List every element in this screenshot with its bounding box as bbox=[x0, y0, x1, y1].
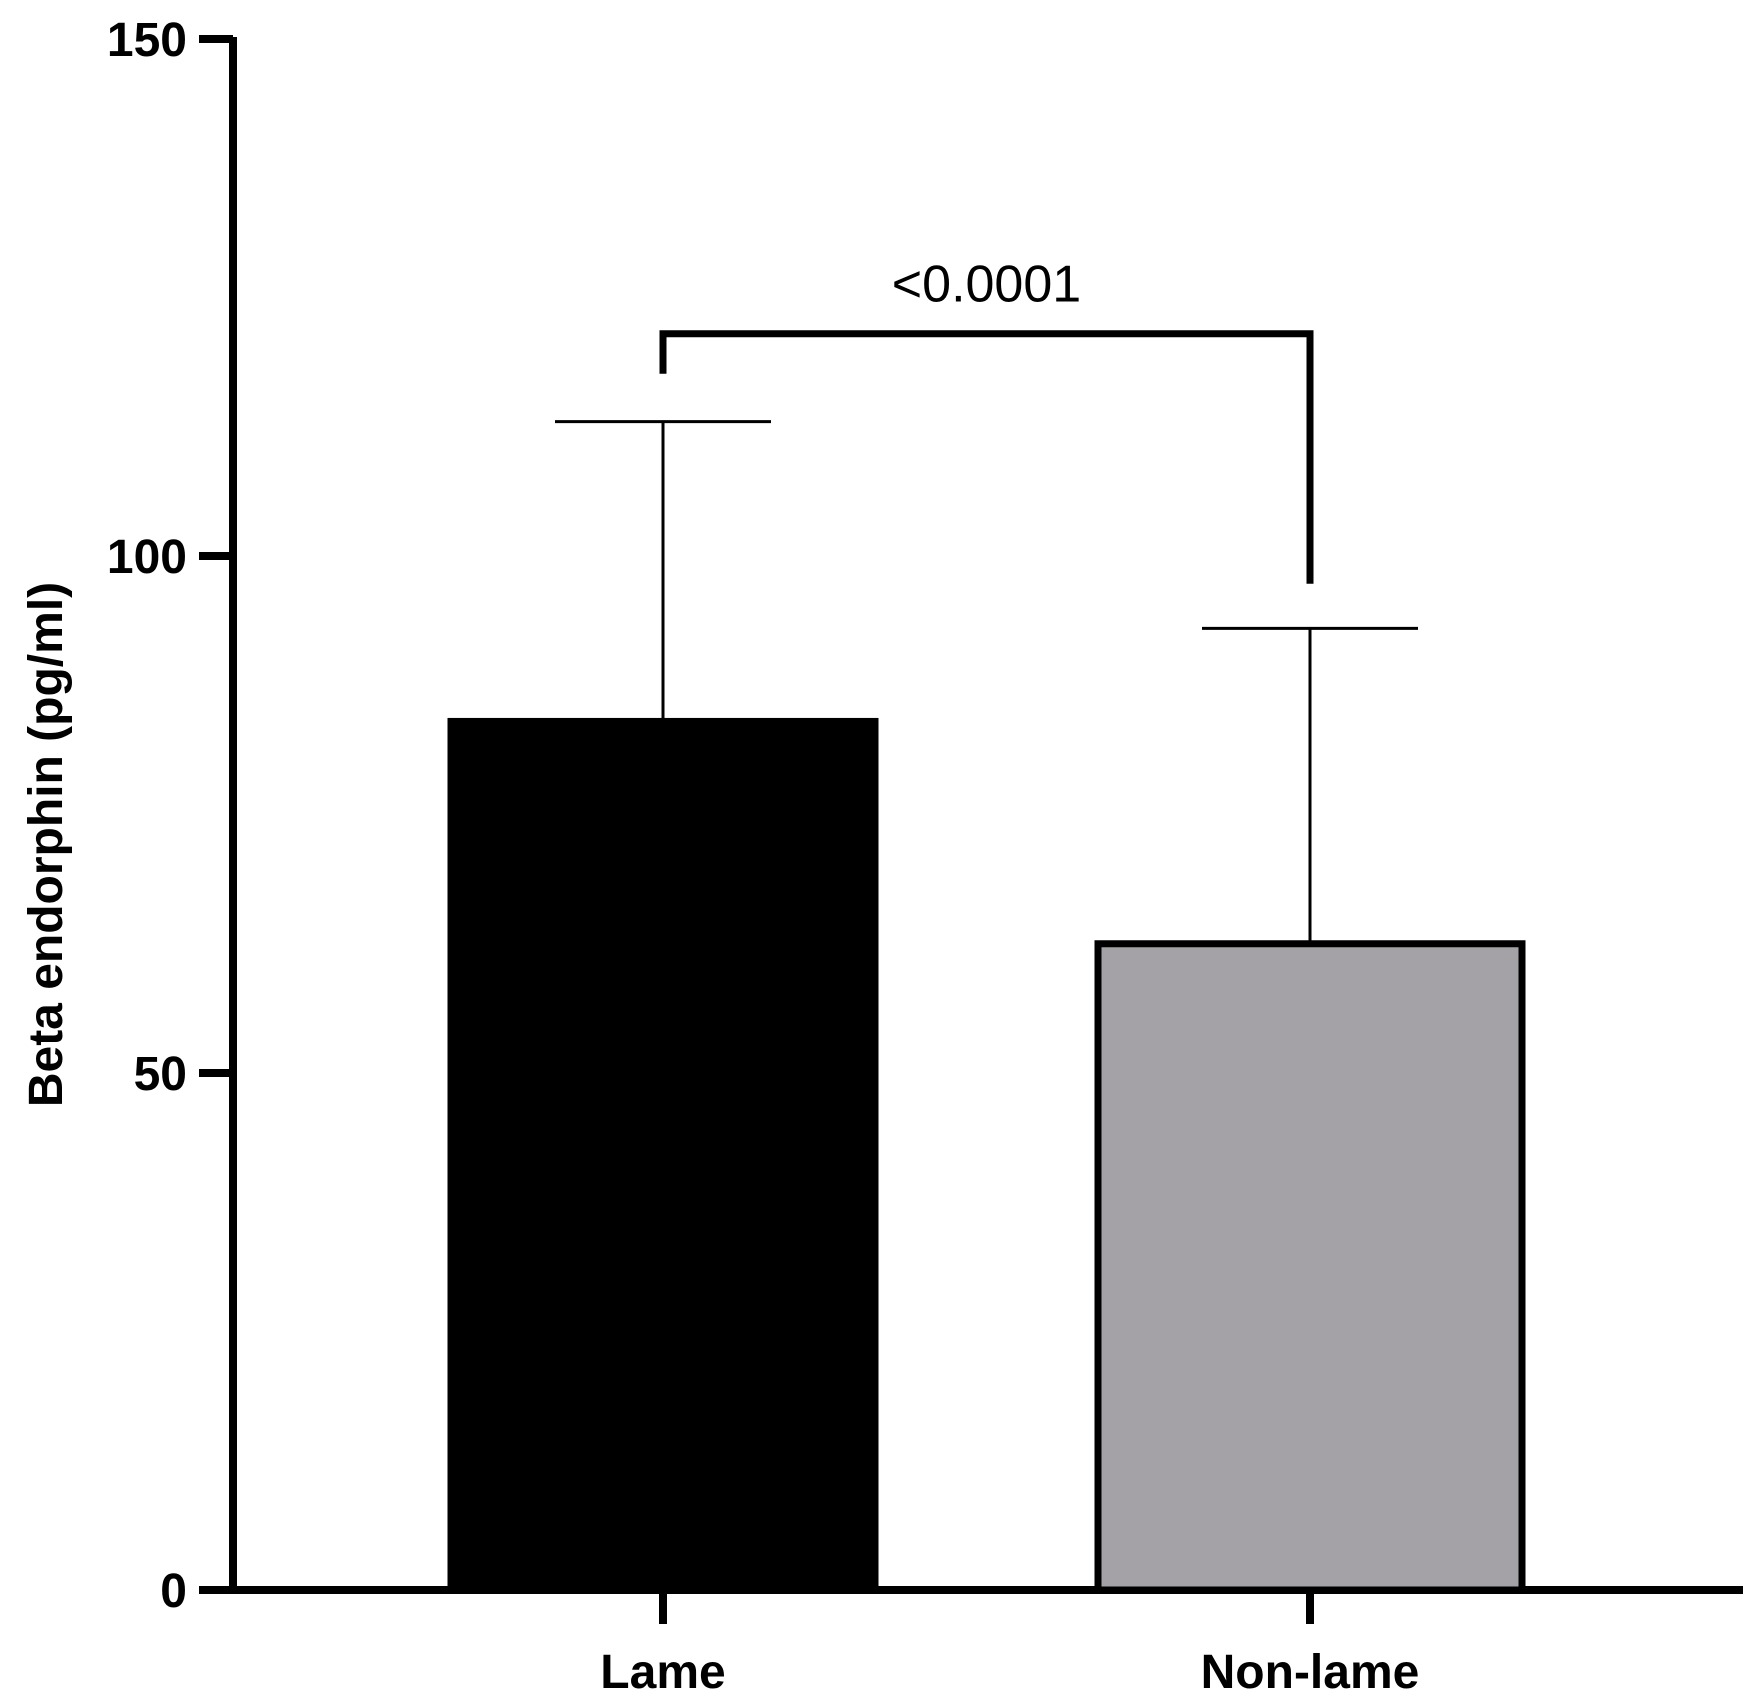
labels-layer: Beta endorphin (pg/ml) <0.0001 0 50 100 150… bbox=[20, 14, 1419, 1699]
error-bars-layer bbox=[555, 420, 1418, 944]
y-tick-label: 100 bbox=[107, 531, 187, 584]
y-tick-label: 150 bbox=[107, 14, 187, 67]
significance-bracket bbox=[659, 330, 1314, 584]
x-category-label: Non-lame bbox=[1201, 1646, 1420, 1699]
bar-non-lame bbox=[1094, 940, 1526, 1594]
y-tick-label: 0 bbox=[160, 1565, 187, 1618]
x-category-label: Lame bbox=[600, 1646, 725, 1699]
bars-layer bbox=[447, 717, 1526, 1594]
significance-label: <0.0001 bbox=[892, 256, 1081, 314]
y-axis-title: Beta endorphin (pg/ml) bbox=[20, 582, 73, 1107]
bar-lame bbox=[447, 717, 879, 1594]
y-tick-label: 50 bbox=[134, 1048, 187, 1101]
significance-layer bbox=[659, 330, 1314, 584]
